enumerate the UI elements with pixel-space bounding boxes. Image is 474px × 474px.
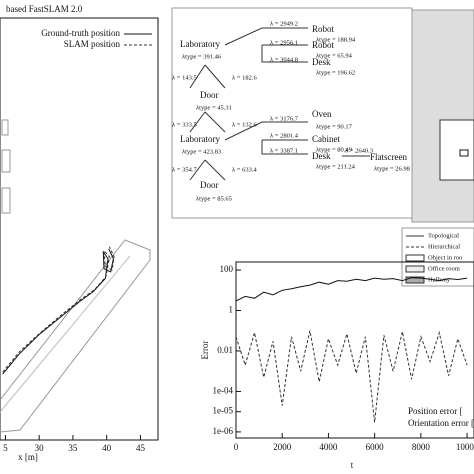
x-tick-label: 30 [35,443,45,453]
map-object [459,149,469,157]
error-line [235,330,468,423]
x-tick-label: 6000 [366,442,385,452]
weight-label: λtype = 211.24 [316,163,356,170]
legend-box [4,28,154,50]
weight-label: λtype = 90.17 [316,123,353,130]
weight-label: λtype = 188.94 [316,36,356,43]
x-tick-label: 10000 [456,442,474,452]
legend-label: Orientation error [ra [408,418,474,428]
y-axis-label: Error [200,341,210,360]
weight-label: λtype = 391.46 [182,53,222,60]
x-tick-label: 8000 [412,442,431,452]
node-label: Cabinet [312,134,340,144]
trajectory-line [2,248,114,375]
weight-label: λtype = 65.94 [316,52,353,59]
legend-label: Hallway [428,276,451,283]
y-tick-label: 0.01 [217,345,233,355]
weight-label: λ = 3176.7 [270,115,299,122]
y-tick-label: 100 [220,264,234,274]
node-label: Oven [312,109,332,119]
node-label: Desk [312,57,331,67]
error-line [235,277,468,302]
error-frame [235,261,474,439]
weight-label: λ = 633.4 [232,166,257,173]
legend-swatch [405,265,425,273]
node-label: Robot [312,40,335,50]
tree-edges [189,27,370,181]
x-tick-label: 45 [136,443,146,453]
diagram-frame [171,7,413,219]
y-tick-label: 1e-05 [213,406,234,416]
x-tick-label: 5 [3,443,8,453]
x-tick-label: 2000 [273,442,292,452]
map [411,9,474,223]
map-room [439,119,474,181]
weight-label: λ = 2956.1 [270,39,298,46]
weight-label: λ = 132.6 [232,121,257,128]
legend-label: Object in roo [428,254,462,261]
weight-label: λ = 354.7 [172,166,197,173]
node-label: Robot [312,24,335,34]
trajectory-line [2,246,115,373]
x-tick-label: 40 [102,443,112,453]
legend-swatch [405,254,425,262]
node-label: Flatscreen [370,152,407,162]
node-label: Desk [312,151,331,161]
weight-label: λ = 3044.8 [270,56,298,63]
weight-label: λ = 3387.1 [270,147,298,154]
weight-label: λtype = 85.65 [196,195,232,202]
map-outlines [0,119,151,433]
legend-label: Office room [428,265,460,272]
x-axis-label: x [m] [18,452,38,462]
y-tick-label: 1 [229,305,234,315]
weight-label: λtype = 423.83 [182,148,221,155]
y-tick-label: 1e-04 [213,386,234,396]
weight-label: λ = 182.6 [232,74,257,81]
x-tick-label: 35 [68,443,78,453]
weight-label: λ = 2949.2 [270,20,298,27]
legend-label: Hierarchical [428,243,460,250]
node-label: Laboratory [180,134,220,144]
weight-label: λ = 143.5 [172,74,197,81]
legend-swatch [405,276,425,284]
weight-label: λtype = 80.49 [316,146,352,153]
x-tick-label: 0 [234,442,239,452]
y-tick-label: 1e-06 [213,426,234,436]
legend-label: Position error [ [408,406,463,416]
x-axis-label: t [351,460,354,470]
weight-label: λ = 2801.4 [270,132,299,139]
trajectory-frame [0,17,159,441]
legend-label: SLAM position [64,39,121,49]
legend-label: Ground-truth position [41,28,120,38]
panel-title: based FastSLAM 2.0 [6,4,83,14]
weight-label: λtype = 26.98 [374,165,410,172]
legend-label: Topological [428,232,459,239]
node-label: Door [200,180,219,190]
node-label: Door [200,90,219,100]
weight-label: λ = 2640.3 [345,147,373,154]
weight-label: λtype = 196.62 [316,69,355,76]
weight-label: λtype = 45.31 [196,104,232,111]
node-label: Laboratory [180,39,220,49]
x-tick-label: 4000 [319,442,338,452]
weight-label: λ = 333.5 [172,121,197,128]
